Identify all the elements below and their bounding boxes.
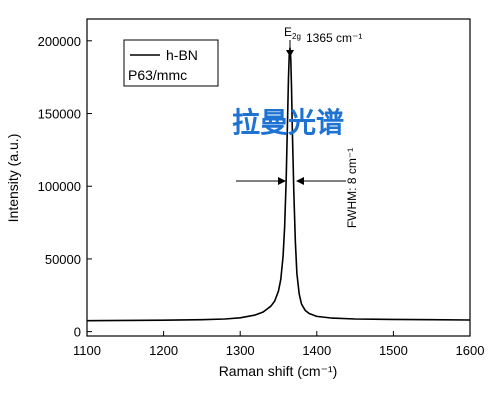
fwhm-arrow-left-head <box>278 177 286 185</box>
peak-symbol-subscript: 2g <box>292 32 301 41</box>
peak-symbol-letter: E <box>284 25 292 39</box>
legend-entry-label: h-BN <box>166 47 198 63</box>
y-tick-label: 150000 <box>38 107 81 122</box>
y-tick-label: 100000 <box>38 179 81 194</box>
y-tick-label: 200000 <box>38 34 81 49</box>
y-axis-title: Intensity (a.u.) <box>5 134 21 223</box>
peak-arrow-head <box>286 50 294 57</box>
x-tick-label: 1500 <box>379 343 408 358</box>
x-tick-label: 1300 <box>226 343 255 358</box>
y-tick-label: 0 <box>74 325 81 340</box>
fwhm-arrow-right-head <box>296 177 304 185</box>
watermark-text: 拉曼光谱 <box>232 106 344 139</box>
y-axis-ticks: 0 50000 100000 150000 200000 <box>38 34 92 340</box>
legend-frame <box>123 39 219 87</box>
y-tick-label: 50000 <box>45 252 81 267</box>
x-tick-label: 1100 <box>73 343 101 358</box>
peak-annotation: E2g 1365 cm⁻¹ <box>284 25 362 57</box>
fwhm-annotation: FWHM: 8 cm⁻¹ <box>236 148 359 228</box>
peak-symbol: E2g <box>284 25 301 41</box>
fwhm-label: FWHM: 8 cm⁻¹ <box>345 148 359 228</box>
x-axis-ticks: 1100 1200 1300 1400 1500 1600 <box>73 331 484 358</box>
plot-frame <box>86 18 471 337</box>
legend: h-BN P63/mmc <box>123 39 219 87</box>
peak-position-label: 1365 cm⁻¹ <box>306 31 362 45</box>
legend-subtitle: P63/mmc <box>128 67 187 83</box>
x-axis-title: Raman shift (cm⁻¹) <box>219 363 338 379</box>
x-tick-label: 1200 <box>149 343 178 358</box>
x-tick-label: 1600 <box>456 343 485 358</box>
x-tick-label: 1400 <box>302 343 331 358</box>
